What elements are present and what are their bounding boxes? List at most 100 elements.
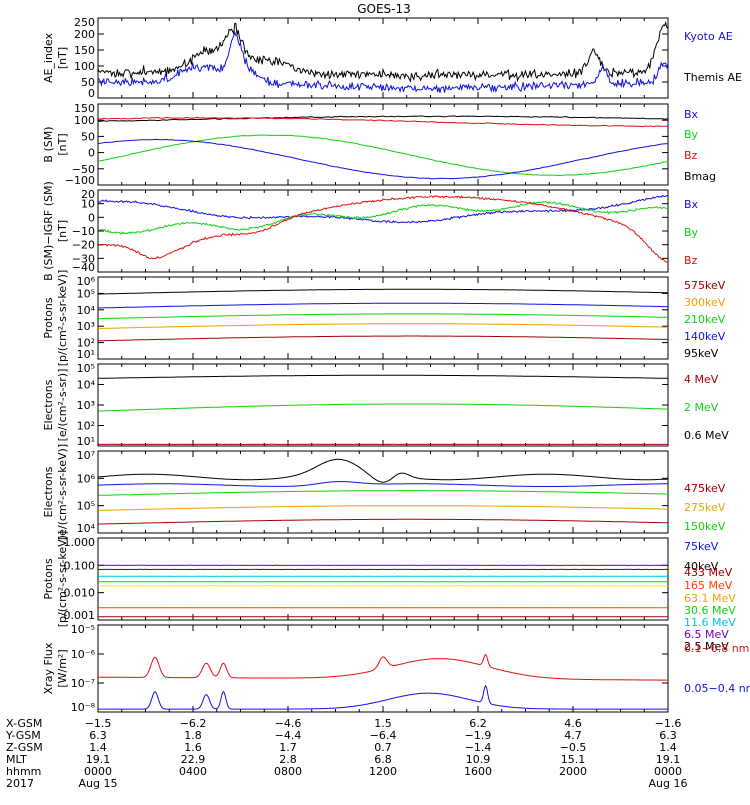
y-axis-label: [e/(cm²-s-sr)] [56, 369, 69, 442]
y-tick-label: 10⁴ [77, 379, 96, 392]
y-tick-label: 10⁵ [77, 362, 95, 375]
y-tick-label: 200 [74, 28, 95, 41]
legend-entry: 475keV [684, 482, 726, 495]
y-tick-label: −20 [72, 239, 95, 252]
legend-entry: Bx [684, 108, 699, 121]
plot-title: GOES-13 [357, 2, 411, 16]
y-tick-label: 10⁻⁶ [71, 648, 96, 661]
series-line-dby [98, 202, 668, 234]
legend-entry: 95keV [684, 347, 719, 360]
y-tick-label: 150 [74, 102, 95, 115]
y-tick-label: 10⁶ [77, 275, 96, 288]
legend-entry: 75keV [684, 540, 719, 553]
y-tick-label: 10 [81, 198, 95, 211]
y-axis-label: AE_index [42, 32, 55, 83]
y-tick-label: 10³ [77, 320, 95, 333]
y-tick-label: 10⁻⁵ [71, 623, 95, 636]
y-tick-label: 10⁵ [77, 500, 95, 513]
y-axis-label: Xray Flux [42, 642, 55, 694]
y-tick-label: 100 [74, 60, 95, 73]
y-tick-label: 10⁵ [77, 287, 95, 300]
series-line-95kev [98, 289, 668, 294]
legend-entry: 0.1−0.8 nm [684, 642, 749, 655]
y-tick-label: 10⁶ [77, 472, 96, 485]
y-axis-label: Protons [42, 297, 55, 338]
y-tick-label: −10 [72, 225, 95, 238]
y-tick-label: 0 [88, 211, 95, 224]
legend-entry: 275keV [684, 501, 726, 514]
legend-entry: Bmag [684, 170, 716, 183]
panel-frame [98, 625, 668, 712]
series-line-575kev [98, 336, 668, 341]
series-line-275kev [98, 506, 668, 511]
legend-entry: 0.6 MeV [684, 429, 729, 442]
legend-entry: 165 MeV [684, 579, 733, 592]
orbit-cell: 1600 [464, 765, 492, 778]
y-axis-label: Protons [42, 558, 55, 599]
panel-frame [98, 364, 668, 446]
legend-entry: Kyoto AE [684, 30, 733, 43]
series-line-xray-long [98, 655, 668, 681]
orbit-cell: 2000 [559, 765, 587, 778]
y-tick-label: 10⁴ [77, 304, 96, 317]
legend-entry: 4 MeV [684, 373, 719, 386]
y-tick-label: 10¹ [77, 435, 95, 448]
y-tick-label: 150 [74, 44, 95, 57]
legend-entry: Themis AE [683, 71, 742, 84]
legend-entry: 0.05−0.4 nm [684, 682, 750, 695]
y-tick-label: 10⁷ [77, 449, 95, 462]
legend-entry: By [684, 226, 699, 239]
y-tick-label: 10⁻⁷ [71, 677, 95, 690]
series-line-140kev [98, 303, 668, 308]
legend-entry: 2 MeV [684, 401, 719, 414]
y-axis-label: B (SM) [42, 126, 55, 162]
legend-entry: 140keV [684, 330, 726, 343]
orbit-cell: Aug 16 [649, 777, 688, 790]
y-tick-label: 10³ [77, 399, 95, 412]
legend-entry: 150keV [684, 520, 726, 533]
orbit-row-label: 2017 [6, 777, 34, 790]
legend-entry: 300keV [684, 296, 726, 309]
series-line-by [98, 135, 668, 176]
y-tick-label: 100 [74, 114, 95, 127]
series-line-475kev [98, 519, 668, 524]
orbit-cell: 0400 [179, 765, 207, 778]
y-tick-label: 10⁻⁸ [71, 701, 96, 714]
y-axis-label: [p/(cm²-s-sr-keV)] [56, 270, 69, 367]
legend-entry: Bz [684, 149, 698, 162]
y-tick-label: −100 [65, 174, 95, 187]
y-axis-label: [nT] [56, 133, 69, 155]
series-line-xray-short [98, 686, 668, 709]
y-axis-label: Electrons [42, 379, 55, 430]
y-axis-label: [e/(cm²-s-sr-keV)] [56, 444, 69, 540]
series-line-bx [98, 139, 668, 178]
panel-frame [98, 190, 668, 272]
series-line-2mev [98, 404, 668, 411]
legend-entry: By [684, 128, 699, 141]
y-axis-label: [nT] [56, 47, 69, 69]
series-line-40kev [98, 459, 668, 482]
legend-entry: 433 MeV [684, 566, 733, 579]
y-axis-label: Electrons [42, 466, 55, 517]
orbit-cell: Aug 15 [79, 777, 118, 790]
series-line-0-6mev [98, 375, 668, 378]
y-axis-label: B (SM)−IGRF (SM) [42, 181, 55, 281]
y-axis-label: [nT] [56, 220, 69, 242]
series-line-bz [98, 117, 668, 126]
orbit-cell: 0800 [274, 765, 302, 778]
y-tick-label: 0 [88, 87, 95, 100]
y-axis-label: [W/m²] [56, 649, 69, 687]
y-axis-label: [p/(cm²-s-sr-keV)] [56, 531, 69, 628]
y-tick-label: 10¹ [77, 348, 95, 361]
series-line-themis-ae [98, 23, 668, 82]
legend-entry: Bz [684, 254, 698, 267]
y-tick-label: −40 [72, 261, 95, 274]
y-tick-label: 50 [81, 130, 95, 143]
y-tick-label: 10² [77, 420, 95, 433]
orbit-cell: 1200 [369, 765, 397, 778]
legend-entry: 575keV [684, 279, 726, 292]
legend-entry: 210keV [684, 313, 726, 326]
series-line-210kev [98, 314, 668, 319]
